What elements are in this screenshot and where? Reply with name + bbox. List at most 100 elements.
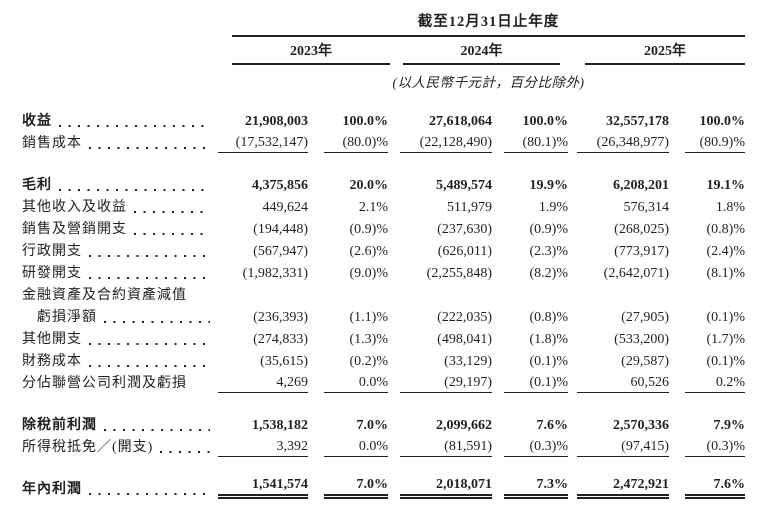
percent-cell-2023: (0.9)% [349,222,389,237]
percent-cell-2024: (0.1)% [529,354,569,369]
dot-leader [134,233,210,235]
row-label: 分佔聯營公司利潤及虧損 [22,376,187,391]
amount-cell-2024: (2,255,848) [426,266,492,281]
amount-cell-2023: (274,833) [253,332,308,347]
table-row: 虧損淨額 (236,393) (1.1)% (222,035) (0.8)% (… [22,305,778,327]
percent-cell-2024: 7.3% [504,477,568,499]
table-row: 行政開支 (567,947) (2.6)% (626,011) (2.3)% (… [22,239,778,261]
percent-cell-2023: 20.0% [349,178,389,193]
amount-cell-2025: 60,526 [577,375,669,393]
amount-cell-2024: (222,035) [437,310,492,325]
row-label: 除稅前利潤 [22,418,97,433]
spacer-row [22,393,778,413]
table-row: 毛利 4,375,856 20.0% 5,489,574 19.9% 6,208… [22,173,778,195]
row-label: 金融資產及合約資產減值 [22,288,187,303]
amount-cell-2023: 4,375,856 [252,178,308,193]
amount-cell-2023: (236,393) [253,310,308,325]
amount-cell-2025: (29,587) [621,354,669,369]
amount-cell-2023: (567,947) [253,244,308,259]
amount-cell-2023: 449,624 [262,200,309,215]
amount-cell-2024: (81,591) [400,439,492,457]
percent-cell-2025: 7.6% [685,477,745,499]
spacer-row [22,153,778,173]
percent-cell-2023: (9.0)% [349,266,389,281]
percent-cell-2025: 19.1% [706,178,746,193]
table-row: 研發開支 (1,982,331) (9.0)% (2,255,848) (8.2… [22,261,778,283]
amount-cell-2025: (97,415) [577,439,669,457]
percent-cell-2024: 100.0% [522,114,569,129]
amount-cell-2023: 1,538,182 [252,418,308,433]
row-label: 年內利潤 [22,482,82,497]
percent-cell-2025: (0.1)% [706,310,746,325]
dot-leader [89,343,210,345]
amount-cell-2023: (35,615) [260,354,308,369]
percent-cell-2024: 7.6% [536,418,569,433]
year-column-2023: 2023年 [232,40,390,65]
table-row: 除稅前利潤 1,538,182 7.0% 2,099,662 7.6% 2,57… [22,413,778,435]
table-row: 年內利潤 1,541,574 7.0% 2,018,071 7.3% 2,472… [22,477,778,499]
table-row: 其他開支 (274,833) (1.3)% (498,041) (1.8)% (… [22,327,778,349]
row-label: 其他收入及收益 [22,200,127,215]
table-row: 金融資產及合約資產減值 [22,283,778,305]
amount-cell-2024: 2,018,071 [400,477,492,499]
amount-cell-2025: (2,642,071) [603,266,669,281]
amount-cell-2023: (1,982,331) [242,266,308,281]
row-label-cell: 金融資產及合約資產減值 [22,284,218,305]
amount-cell-2023: (17,532,147) [218,135,308,153]
amount-cell-2023: 3,392 [218,439,308,457]
percent-cell-2024: (80.1)% [504,135,568,153]
dot-leader [59,125,210,127]
table-header: 截至12月31日止年度 2023年 2024年 2025年 (以人民幣千元計，百… [232,10,745,91]
amount-cell-2024: (498,041) [437,332,492,347]
amount-cell-2023: 21,908,003 [245,114,308,129]
row-label: 銷售及營銷開支 [22,222,127,237]
row-label-cell: 毛利 [22,174,218,195]
amount-cell-2024: (22,128,490) [400,135,492,153]
year-column-2024: 2024年 [403,40,560,65]
percent-cell-2025: (80.9)% [685,135,745,153]
row-label-cell: 研發開支 [22,262,218,283]
row-label-cell: 虧損淨額 [22,306,218,327]
percent-cell-2024: (0.9)% [529,222,569,237]
percent-cell-2023: (1.3)% [349,332,389,347]
dot-leader [89,147,210,149]
percent-cell-2024: 19.9% [529,178,569,193]
amount-cell-2024: 5,489,574 [436,178,492,193]
amount-cell-2024: (29,197) [400,375,492,393]
table-row: 其他收入及收益 449,624 2.1% 511,979 1.9% 576,31… [22,195,778,217]
percent-cell-2024: (1.8)% [529,332,569,347]
percent-cell-2023: (2.6)% [349,244,389,259]
percent-cell-2025: (0.1)% [706,354,746,369]
percent-cell-2023: 100.0% [342,114,389,129]
percent-cell-2024: (2.3)% [529,244,569,259]
period-header: 截至12月31日止年度 [232,10,745,37]
amount-cell-2025: (27,905) [621,310,669,325]
row-label: 虧損淨額 [37,310,97,325]
row-label: 其他開支 [22,332,82,347]
percent-cell-2025: 0.2% [685,375,745,393]
unit-note: (以人民幣千元計，百分比除外) [392,75,585,90]
year-column-2025: 2025年 [585,40,745,65]
row-label-cell: 除稅前利潤 [22,414,218,435]
amount-cell-2025: 2,570,336 [613,418,669,433]
percent-cell-2023: (1.1)% [349,310,389,325]
percent-cell-2023: 7.0% [324,477,388,499]
row-label: 毛利 [22,178,52,193]
row-label-cell: 其他收入及收益 [22,196,218,217]
percent-cell-2025: 100.0% [699,114,746,129]
amount-cell-2024: (626,011) [437,244,492,259]
percent-cell-2025: (1.7)% [706,332,746,347]
amount-cell-2023: (194,448) [253,222,308,237]
amount-cell-2025: 6,208,201 [613,178,669,193]
row-label-cell: 財務成本 [22,350,218,371]
table-body: 收益 21,908,003 100.0% 27,618,064 100.0% 3… [22,109,778,499]
row-label-cell: 分佔聯營公司利潤及虧損 [22,372,218,393]
row-label-cell: 所得稅抵免／(開支) [22,436,218,457]
dot-leader [89,255,210,257]
amount-cell-2023: 4,269 [218,375,308,393]
percent-cell-2024: (0.1)% [504,375,568,393]
amount-cell-2025: (26,348,977) [577,135,669,153]
table-row: 所得稅抵免／(開支) 3,392 0.0% (81,591) (0.3)% (9… [22,435,778,457]
years-row: 2023年 2024年 2025年 [232,37,745,65]
